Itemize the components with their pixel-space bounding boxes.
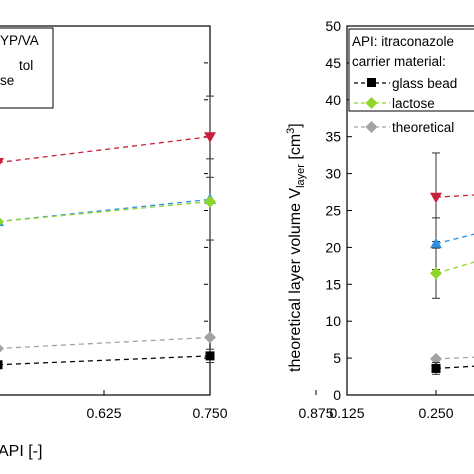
right-legend-subtitle: carrier material: (352, 54, 446, 69)
right-y-label-close: ] (287, 123, 304, 127)
chart0-series-0-point-1 (204, 132, 216, 143)
chart1-series-2-point-0 (430, 267, 442, 280)
chart1-x-tick-0: 0.125 (329, 405, 364, 421)
chart1-y-tick-7: 35 (325, 129, 341, 145)
right-legend-box (348, 28, 474, 112)
left-legend-box (0, 27, 54, 109)
right-legend-title: API: itraconazole (352, 34, 454, 49)
chart0-series-0-line (0, 136, 211, 163)
chart1-series-4-line (435, 365, 474, 370)
right-y-label-main: theoretical layer volume V (287, 188, 304, 372)
chart0-series-3-point-0 (0, 344, 4, 353)
chart0-x-tick-2: 0.875 (298, 405, 333, 421)
chart0-series-4-point-0 (0, 360, 3, 370)
left-legend-title: YP/VA (0, 33, 39, 48)
right-legend-swatch-2 (354, 121, 390, 133)
right-y-label-sub: layer (295, 164, 307, 188)
right-legend: API: itraconazole carrier material: glas… (348, 28, 474, 135)
chart0-series-2-point-0 (0, 217, 4, 226)
chart1-series-0-point-0 (430, 192, 442, 204)
chart1-series-3-point-0 (430, 352, 442, 365)
chart0-x-tick-1: 0.750 (192, 405, 227, 421)
chart0-series-3-line (0, 336, 211, 350)
chart1-series-2-line (435, 261, 474, 274)
chart1-y-tick-5: 25 (325, 203, 341, 219)
chart1-y-tick-3: 15 (325, 276, 341, 292)
left-x-axis-label: API [-] (0, 443, 42, 460)
chart1-y-tick-9: 45 (325, 55, 341, 71)
chart1-y-tick-0: 0 (333, 387, 341, 403)
chart0-series-1-line (0, 198, 211, 223)
chart1-y-tick-6: 30 (325, 166, 341, 182)
right-series (430, 152, 474, 375)
chart0-series-2-point-1 (204, 195, 216, 208)
left-legend-entry-1: se (0, 73, 14, 88)
left-legend-entry-0: tol (19, 58, 33, 73)
chart0-series-4-line (0, 355, 211, 366)
chart0-series-4-point-1 (205, 351, 215, 361)
chart0-x-tick-0: 0.625 (86, 405, 121, 421)
right-legend-entry-1: lactose (392, 96, 435, 111)
left-legend: YP/VA tol se (0, 27, 54, 109)
right-y-axis-label: theoretical layer volume Vlayer [cm3] (285, 123, 307, 372)
chart1-series-1-line (435, 233, 474, 245)
right-y-label-unit-text: [cm (287, 134, 304, 160)
chart1-y-tick-4: 20 (325, 239, 341, 255)
left-series (0, 95, 216, 370)
right-legend-swatch-0 (354, 78, 390, 87)
right-axis-ticks: 0.125 0.250 0 5 10 15 20 25 30 35 40 45 50 (325, 18, 453, 421)
chart1-y-tick-8: 40 (325, 92, 341, 108)
chart1-series-1-point-0 (430, 237, 442, 249)
chart0-series-3-point-1 (204, 331, 216, 344)
chart1-y-tick-10: 50 (325, 18, 341, 34)
chart1-series-4-point-0 (431, 363, 441, 373)
left-chart: 0.625 0.750 0.875 API [-] YP/VA tol se (0, 25, 334, 460)
right-y-label-sup: 3 (285, 128, 297, 134)
right-legend-entry-2: theoretical (392, 120, 454, 135)
right-legend-entry-0: glass bead (392, 76, 457, 91)
chart0-series-2-line (0, 200, 211, 223)
right-chart: 0.125 0.250 0 5 10 15 20 25 30 35 40 45 50 theoretic… (285, 18, 474, 421)
chart0-series-0-point-0 (0, 158, 4, 166)
left-x-ticks: 0.625 0.750 0.875 (86, 62, 334, 421)
chart1-x-tick-1: 0.250 (418, 405, 453, 421)
chart1-y-tick-2: 10 (325, 313, 341, 329)
chart1-y-tick-1: 5 (333, 350, 341, 366)
chart1-series-3-line (435, 356, 474, 360)
right-legend-swatch-1 (354, 97, 390, 109)
